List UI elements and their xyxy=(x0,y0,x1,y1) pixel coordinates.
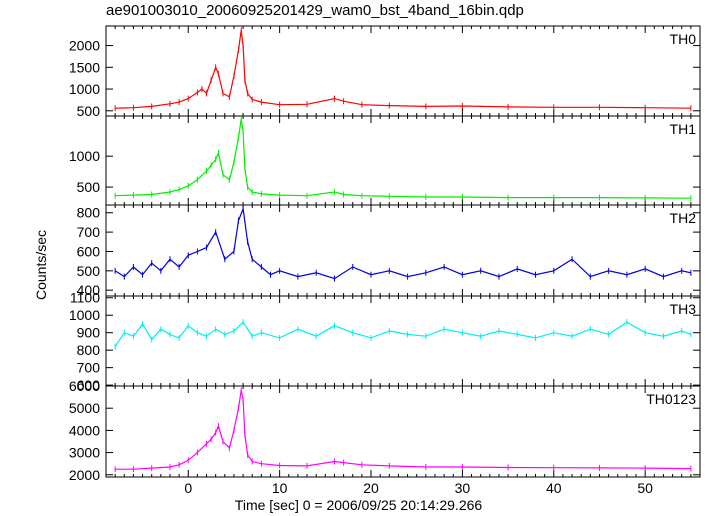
x-tick-label-0: 0 xyxy=(184,480,192,496)
th3-y-tick-label-1: 700 xyxy=(77,360,101,376)
th0-y-tick-label-0: 500 xyxy=(77,103,101,119)
th3-y-tick-label-3: 900 xyxy=(77,325,101,341)
th1-series-label: TH1 xyxy=(670,121,697,137)
th2-y-tick-label-3: 700 xyxy=(77,224,101,240)
th1-y-tick-label-0: 500 xyxy=(77,179,101,195)
th0-y-tick-label-1: 1000 xyxy=(69,81,100,97)
th0-panel-frame xyxy=(105,25,701,117)
th2-y-tick-label-1: 500 xyxy=(77,263,101,279)
chart-title: ae901003010_20060925201429_wam0_bst_4ban… xyxy=(106,2,524,19)
th3-y-tick-label-4: 1000 xyxy=(69,307,100,323)
th0123-y-tick-label-3: 5000 xyxy=(69,400,100,416)
th3-y-tick-label-5: 1100 xyxy=(70,290,100,306)
th2-y-tick-label-4: 800 xyxy=(77,205,101,221)
th3-y-tick-label-0: 600 xyxy=(77,377,101,393)
x-tick-label-1: 10 xyxy=(272,480,288,496)
x-tick-label-2: 20 xyxy=(363,480,379,496)
th3-series-line xyxy=(114,321,692,348)
th3-series-label: TH3 xyxy=(670,301,697,317)
th3-y-tick-label-2: 800 xyxy=(77,342,101,358)
th0123-y-tick-label-4: 6000 xyxy=(69,378,100,394)
th3-panel-frame xyxy=(105,295,701,387)
x-axis-label: Time [sec] 0 = 2006/09/25 20:14:29.266 xyxy=(234,497,483,513)
th0123-panel-frame xyxy=(105,385,701,478)
th2-series-line xyxy=(114,206,692,280)
th2-series-label: TH2 xyxy=(670,210,697,226)
th1-series-line xyxy=(115,119,691,199)
x-tick-label-3: 30 xyxy=(455,480,471,496)
x-tick-label-4: 40 xyxy=(546,480,562,496)
th2-y-tick-label-0: 400 xyxy=(77,282,101,298)
th0123-y-tick-label-0: 2000 xyxy=(69,467,100,483)
th0123-series-label: TH0123 xyxy=(646,391,696,407)
th1-panel-frame xyxy=(105,115,701,206)
th2-panel-frame xyxy=(105,204,701,297)
th0-y-tick-label-2: 1500 xyxy=(69,59,100,75)
th0123-series-line xyxy=(115,390,691,470)
th0-series-line xyxy=(115,30,691,109)
th2-y-tick-label-2: 600 xyxy=(77,243,101,259)
th0123-y-tick-label-1: 3000 xyxy=(69,445,100,461)
th0123-y-tick-label-2: 4000 xyxy=(69,422,100,438)
th1-y-tick-label-1: 1000 xyxy=(69,148,100,164)
x-tick-label-5: 50 xyxy=(637,480,653,496)
th0-series-label: TH0 xyxy=(670,31,697,47)
th0-y-tick-label-3: 2000 xyxy=(69,38,100,54)
